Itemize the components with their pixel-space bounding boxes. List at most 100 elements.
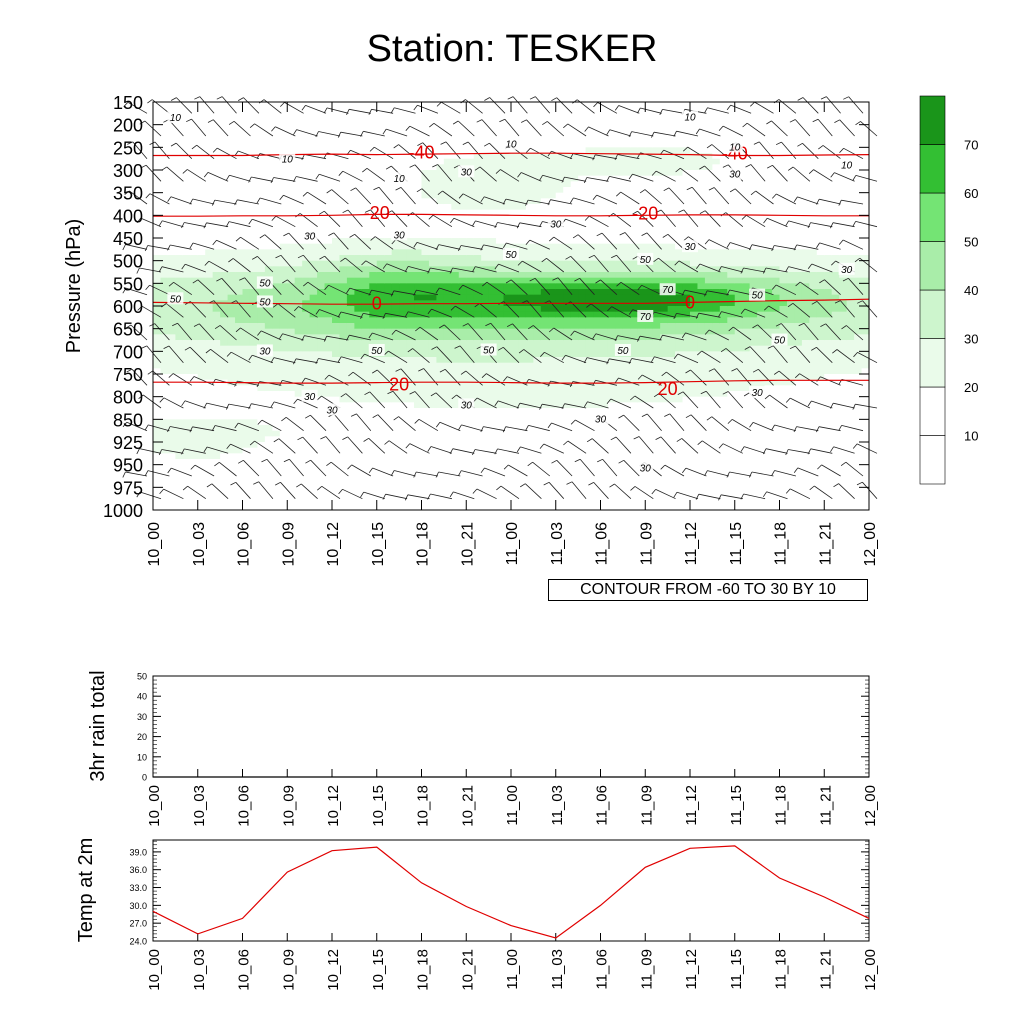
humidity-cell (287, 283, 296, 290)
humidity-cell (399, 328, 408, 335)
humidity-cell (399, 385, 408, 392)
humidity-cell (153, 289, 162, 296)
humidity-cell (443, 408, 452, 415)
humidity-cell (652, 107, 661, 114)
humidity-cell (630, 198, 639, 205)
humidity-cell (630, 396, 639, 403)
humidity-cell (317, 311, 326, 318)
humidity-cell (570, 345, 579, 352)
humidity-cell (645, 430, 654, 437)
humidity-cell (249, 351, 259, 358)
humidity-cell (399, 266, 408, 273)
humidity-cell (354, 170, 363, 177)
humidity-cell (346, 226, 355, 233)
humidity-cell (600, 334, 609, 341)
humidity-cell (518, 436, 527, 443)
humidity-cell (518, 102, 527, 109)
humidity-cell (645, 425, 654, 432)
humidity-cell (167, 391, 176, 398)
humidity-cell (607, 215, 617, 222)
humidity-cell (570, 368, 579, 375)
humidity-cell (458, 362, 467, 369)
humidity-cell (287, 266, 296, 273)
humidity-cell (399, 442, 408, 449)
humidity-cell (369, 198, 378, 205)
humidity-cell (242, 362, 251, 369)
humidity-cell (264, 158, 273, 165)
humidity-cell (160, 113, 169, 120)
humidity-cell (272, 243, 281, 250)
humidity-cell (630, 351, 639, 358)
humidity-cell (354, 323, 363, 330)
humidity-cell (704, 379, 713, 386)
humidity-cell (361, 272, 370, 279)
humidity-cell (406, 255, 415, 262)
humidity-cell (496, 323, 505, 330)
humidity-cell (212, 453, 221, 460)
humidity-cell (324, 136, 333, 143)
humidity-cell (712, 232, 721, 239)
humidity-cell (294, 345, 303, 352)
humidity-cell (555, 430, 564, 437)
humidity-cell (376, 453, 385, 460)
humidity-cell (227, 266, 236, 273)
humidity-cell (369, 164, 378, 171)
humidity-cell (436, 317, 445, 324)
humidity-cell (630, 317, 639, 324)
humidity-cell (473, 447, 482, 454)
humidity-cell (600, 170, 609, 177)
humidity-cell (153, 266, 162, 273)
humidity-cell (346, 209, 355, 216)
humidity-cell (324, 215, 333, 222)
humidity-cell (481, 124, 490, 131)
humidity-cell (212, 113, 221, 120)
humidity-cell (585, 442, 594, 449)
humidity-cell (212, 357, 221, 364)
humidity-cell (637, 385, 646, 392)
humidity-cell (249, 391, 259, 398)
humidity-cell (533, 221, 542, 228)
humidity-cell (317, 340, 326, 347)
humidity-cell (533, 238, 542, 245)
humidity-cell (182, 374, 191, 381)
humidity-cell (205, 345, 214, 352)
humidity-cell (593, 340, 602, 347)
humidity-cell (428, 221, 438, 228)
humidity-cell (317, 425, 326, 432)
humidity-cell (719, 328, 728, 335)
humidity-cell (712, 113, 721, 120)
humidity-cell (451, 442, 460, 449)
humidity-cell (227, 124, 236, 131)
humidity-cell (153, 425, 162, 432)
humidity-cell (376, 130, 385, 137)
humidity-cell (242, 385, 251, 392)
humidity-cell (600, 107, 609, 114)
humidity-cell (503, 243, 512, 250)
humidity-cell (555, 175, 564, 182)
humidity-cell (451, 153, 460, 160)
humidity-cell (630, 249, 639, 256)
humidity-cell (279, 374, 288, 381)
humidity-cell (235, 226, 244, 233)
humidity-cell (585, 362, 594, 369)
humidity-cell (525, 255, 534, 262)
humidity-cell (697, 425, 706, 432)
humidity-cell (645, 306, 654, 313)
humidity-cell (548, 226, 557, 233)
humidity-cell (458, 289, 467, 296)
humidity-cell (600, 317, 609, 324)
humidity-cell (652, 198, 661, 205)
humidity-cell (458, 255, 467, 262)
humidity-cell (167, 430, 176, 437)
humidity-cell (235, 158, 244, 165)
humidity-cell (391, 215, 400, 222)
humidity-cell (332, 113, 341, 120)
humidity-cell (697, 187, 706, 194)
humidity-cell (264, 453, 273, 460)
humidity-cell (205, 221, 214, 228)
humidity-cell (637, 391, 646, 398)
humidity-cell (548, 170, 557, 177)
humidity-cell (235, 396, 244, 403)
humidity-cell (354, 192, 363, 199)
humidity-cell (406, 340, 415, 347)
